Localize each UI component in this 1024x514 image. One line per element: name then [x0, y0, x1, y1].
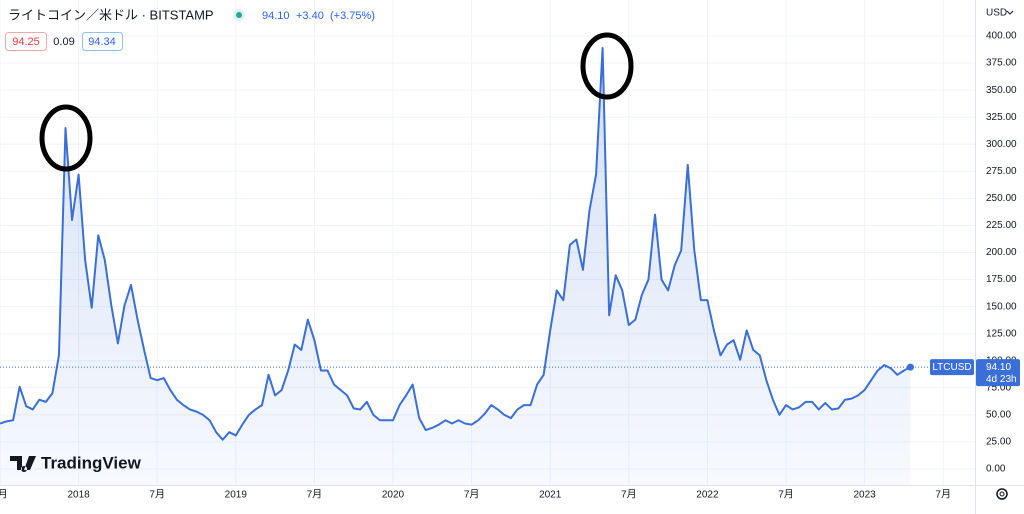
- settings-gear[interactable]: [996, 488, 1008, 500]
- y-tick-label: 125.00: [986, 328, 1017, 339]
- gear-ring[interactable]: [996, 488, 1008, 500]
- x-tick-label: 2021: [539, 490, 562, 501]
- y-tick-label: 400.00: [986, 31, 1017, 42]
- bid-box[interactable]: [5, 32, 47, 51]
- y-tick-label: 75.00: [986, 382, 1011, 393]
- x-tick-label: 2019: [225, 490, 248, 501]
- x-tick-label: 7月: [935, 489, 951, 501]
- symbol-tag-label: LTCUSD: [932, 362, 971, 373]
- ask-box[interactable]: [82, 32, 123, 51]
- symbol-title: ライトコイン／米ドル · BITSTAMP: [8, 7, 214, 22]
- y-tick-label: 150.00: [986, 301, 1017, 312]
- x-tick-label: 7月: [0, 489, 8, 501]
- annotation-circle: [39, 104, 93, 172]
- annotation-circle: [580, 32, 634, 100]
- price-line: [0, 46, 911, 441]
- gear-hub[interactable]: [999, 491, 1005, 497]
- x-tick-label: 7月: [464, 489, 480, 501]
- ask[interactable]: 94.34: [88, 36, 116, 48]
- y-tick-label: 0.00: [986, 464, 1006, 475]
- y-tick-label: 25.00: [986, 437, 1011, 448]
- bid[interactable]: 94.25: [12, 36, 40, 48]
- y-tick-label: 375.00: [986, 58, 1017, 69]
- last-point: [906, 363, 914, 371]
- y-tick-label: 250.00: [986, 193, 1017, 204]
- brand-logo[interactable]: TradingView: [10, 453, 142, 472]
- y-tick-label: 350.00: [986, 85, 1017, 96]
- area-fill: [0, 47, 911, 485]
- symbol-tag: [930, 359, 974, 376]
- axes: 0.0025.0050.0075.00100.00125.00150.00175…: [0, 31, 1017, 501]
- plot: [0, 46, 975, 485]
- brand-name[interactable]: TradingView: [41, 453, 142, 472]
- y-tick-label: 325.00: [986, 112, 1017, 123]
- y-tick-label: 275.00: [986, 166, 1017, 177]
- x-tick-label: 2023: [853, 490, 876, 501]
- x-tick-label: 2018: [67, 490, 90, 501]
- x-tick-label: 7月: [307, 489, 323, 501]
- y-tick-label: 175.00: [986, 274, 1017, 285]
- quote-change: +3.40: [296, 10, 324, 22]
- quote-last: 94.10: [262, 10, 290, 22]
- price-tag: [976, 359, 1020, 387]
- market-status-dot: [236, 12, 242, 18]
- currency-caret[interactable]: [1006, 10, 1014, 15]
- x-tick-label: 7月: [778, 489, 794, 501]
- y-tick-label: 225.00: [986, 220, 1017, 231]
- price-tag-label: 94.10: [986, 362, 1011, 373]
- x-tick-label: 7月: [149, 489, 165, 501]
- y-tick-label: 300.00: [986, 139, 1017, 150]
- quote-change-pct: (+3.75%): [330, 10, 375, 22]
- countdown-label: 4d 23h: [986, 374, 1017, 385]
- currency[interactable]: USD: [986, 8, 1007, 19]
- y-tick-label: 50.00: [986, 410, 1011, 421]
- brand-icon[interactable]: [10, 456, 36, 472]
- x-tick-label: 2022: [696, 490, 719, 501]
- y-tick-label: 200.00: [986, 247, 1017, 258]
- x-tick-label: 7月: [621, 489, 637, 501]
- x-tick-label: 2020: [382, 490, 405, 501]
- spread: 0.09: [53, 36, 74, 48]
